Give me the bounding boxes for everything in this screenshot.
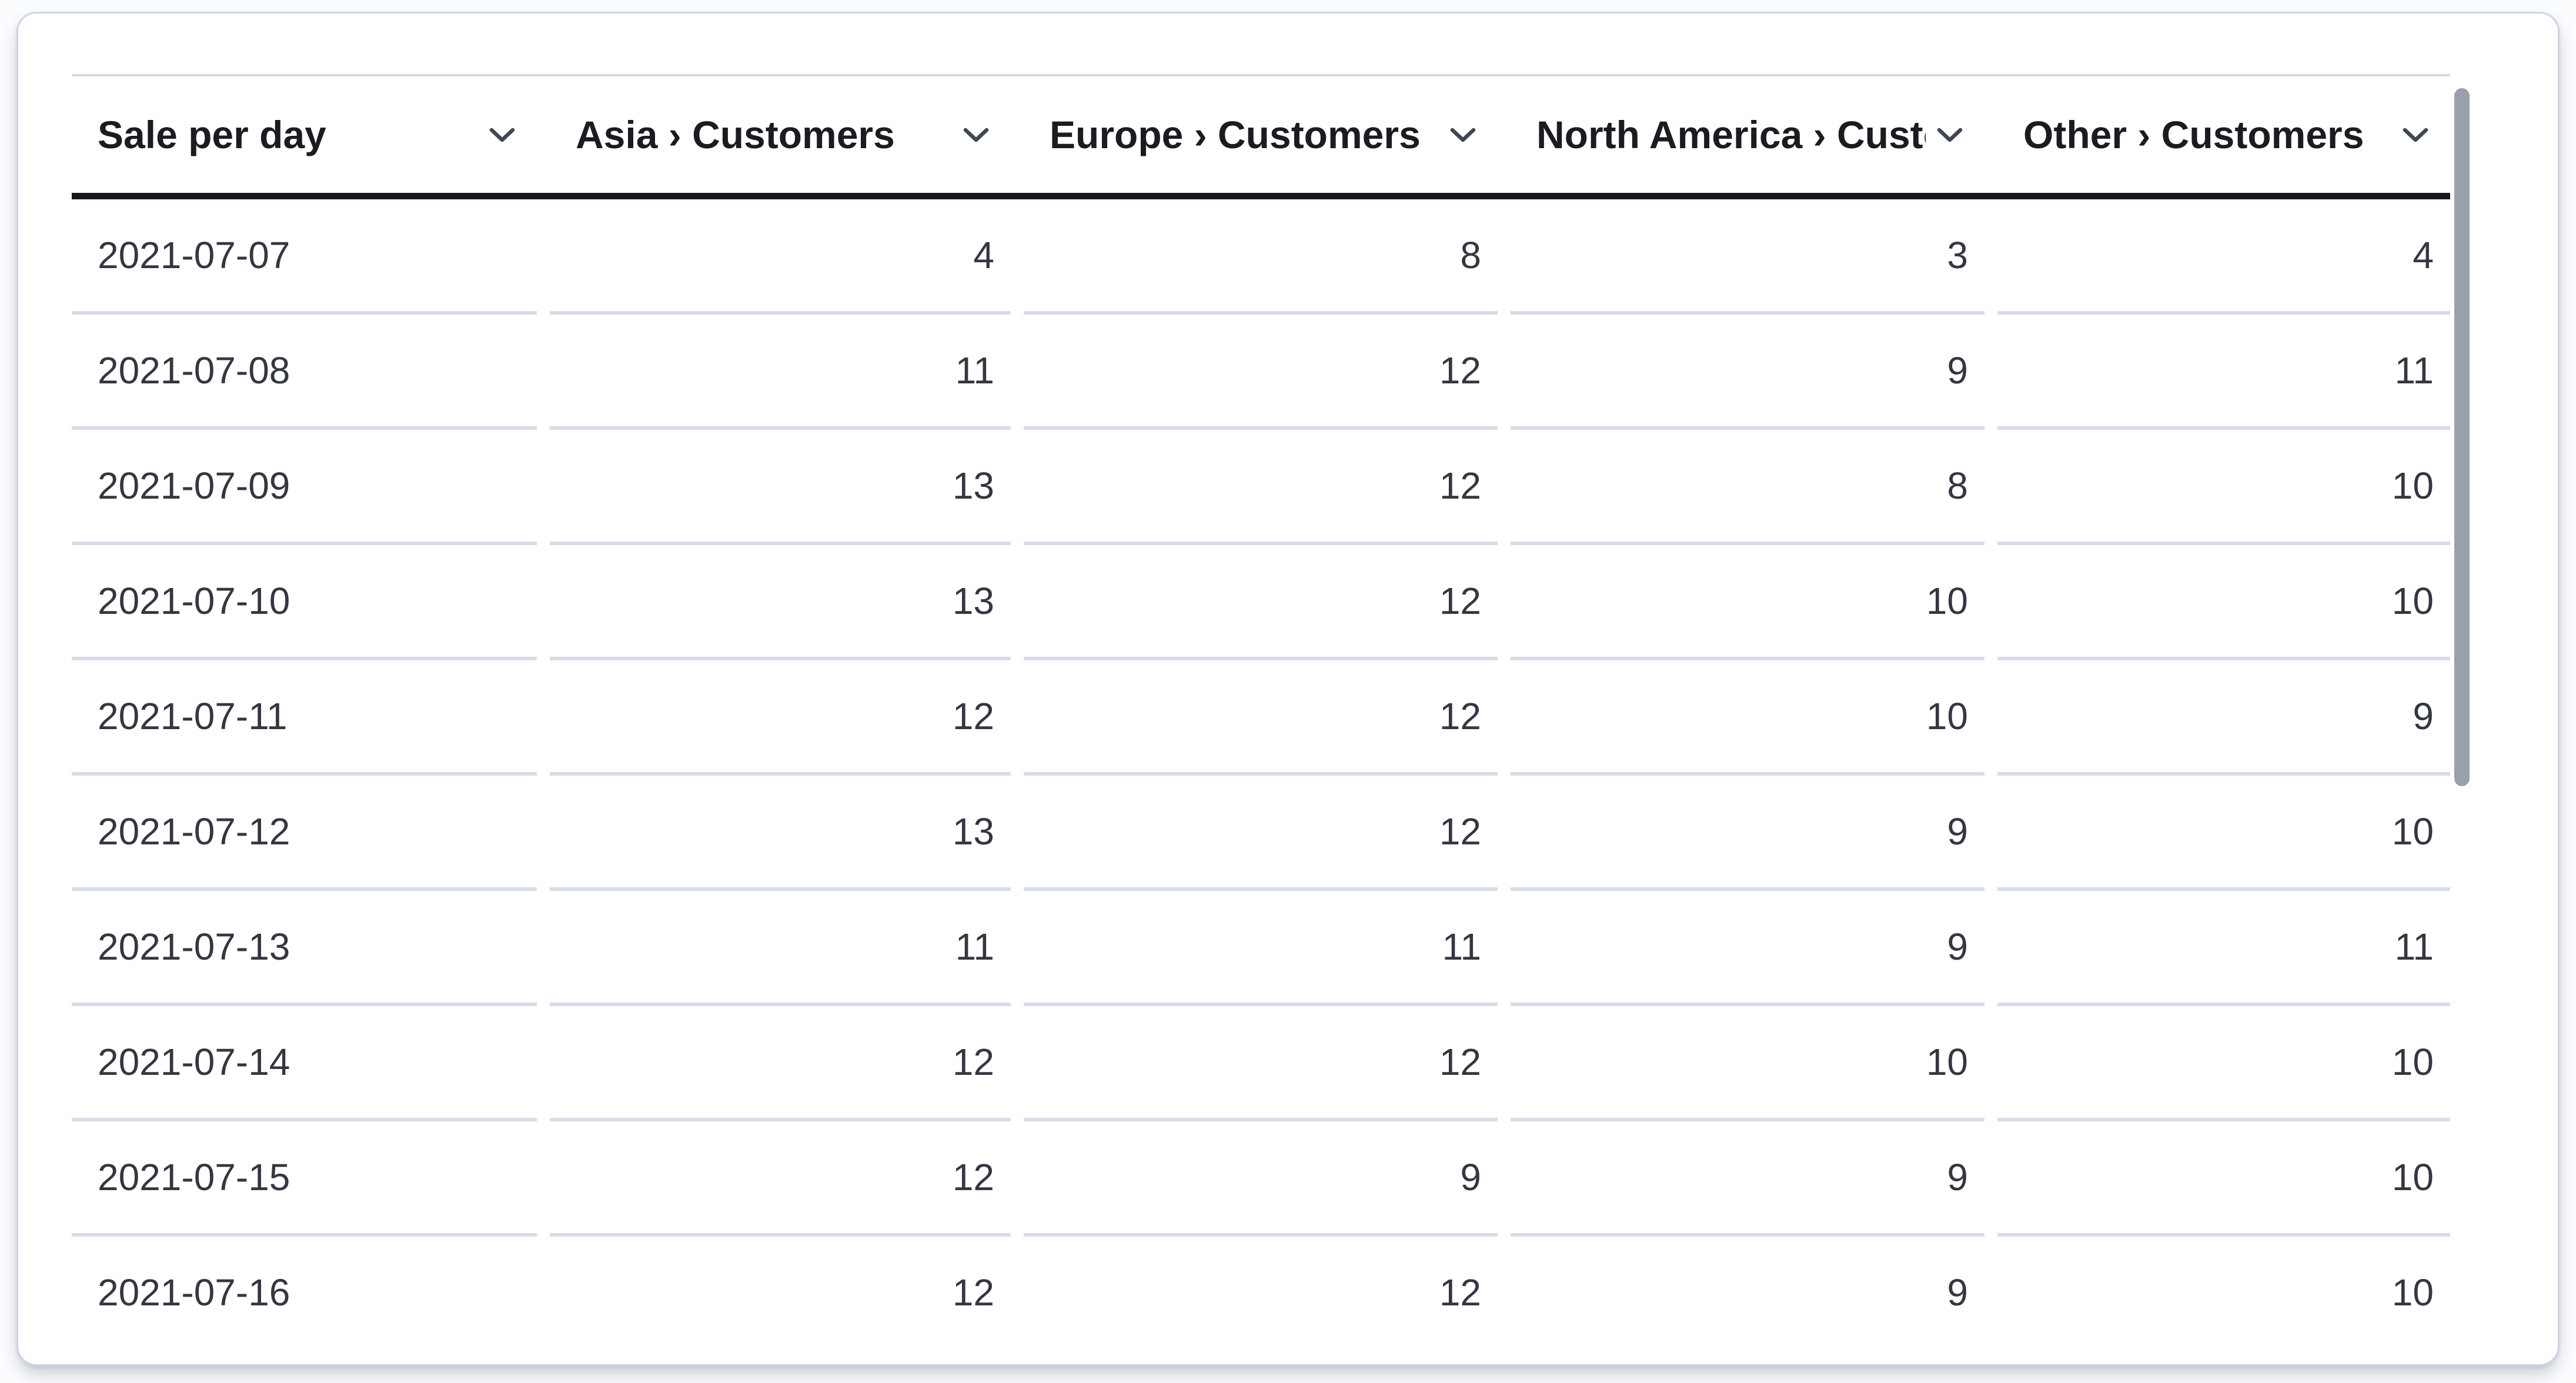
column-header-metric-4[interactable]: Other › Customers (1997, 76, 2450, 193)
value-cell: 12 (1024, 545, 1498, 660)
value-cell: 10 (1511, 545, 1984, 660)
value-cell: 12 (550, 1006, 1011, 1121)
value-cell: 8 (1511, 430, 1984, 545)
chevron-down-icon (963, 128, 989, 142)
column-header-sale-per-day[interactable]: Sale per day (72, 76, 537, 193)
value-cell: 9 (1511, 776, 1984, 891)
table-panel: Sale per day Asia › Customers Europe › Cus… (16, 12, 2560, 1366)
value-cell: 12 (1024, 1237, 1498, 1316)
value-cell: 9 (1024, 1121, 1498, 1237)
table-header-row: Sale per day Asia › Customers Europe › Cus… (72, 74, 2450, 199)
value-cell: 4 (1997, 199, 2450, 315)
value-cell: 13 (550, 430, 1011, 545)
column-header-label: Sale per day (98, 113, 326, 156)
value-cell: 10 (1511, 1006, 1984, 1121)
table-row: 2021-07-16 12 12 9 10 (72, 1237, 2450, 1316)
chevron-down-icon (1937, 128, 1963, 142)
chevron-down-icon (1450, 128, 1476, 142)
value-cell: 10 (1997, 430, 2450, 545)
table-row: 2021-07-14 12 12 10 10 (72, 1006, 2450, 1121)
date-cell: 2021-07-10 (72, 545, 537, 660)
value-cell: 8 (1024, 199, 1498, 315)
value-cell: 12 (1024, 315, 1498, 430)
date-cell: 2021-07-16 (72, 1237, 537, 1316)
table-row: 2021-07-07 4 8 3 4 (72, 199, 2450, 315)
table-row: 2021-07-09 13 12 8 10 (72, 430, 2450, 545)
value-cell: 13 (550, 545, 1011, 660)
table-row: 2021-07-10 13 12 10 10 (72, 545, 2450, 660)
value-cell: 10 (1997, 1006, 2450, 1121)
column-header-label: Other › Customers (2023, 113, 2364, 156)
value-cell: 9 (1511, 315, 1984, 430)
value-cell: 10 (1997, 1237, 2450, 1316)
value-cell: 11 (550, 315, 1011, 430)
column-header-label: Europe › Customers (1050, 113, 1421, 156)
value-cell: 12 (1024, 660, 1498, 776)
value-cell: 10 (1511, 660, 1984, 776)
value-cell: 10 (1997, 776, 2450, 891)
date-cell: 2021-07-08 (72, 315, 537, 430)
value-cell: 11 (1024, 891, 1498, 1006)
date-cell: 2021-07-11 (72, 660, 537, 776)
value-cell: 12 (1024, 430, 1498, 545)
value-cell: 9 (1511, 891, 1984, 1006)
column-header-metric-2[interactable]: Europe › Customers (1024, 76, 1498, 193)
value-cell: 12 (550, 1121, 1011, 1237)
date-cell: 2021-07-15 (72, 1121, 537, 1237)
value-cell: 12 (550, 660, 1011, 776)
column-header-label: Asia › Customers (576, 113, 895, 156)
chevron-down-icon (2403, 128, 2428, 142)
date-cell: 2021-07-12 (72, 776, 537, 891)
table-row: 2021-07-11 12 12 10 9 (72, 660, 2450, 776)
value-cell: 12 (1024, 1006, 1498, 1121)
date-cell: 2021-07-07 (72, 199, 537, 315)
column-header-metric-1[interactable]: Asia › Customers (550, 76, 1011, 193)
value-cell: 4 (550, 199, 1011, 315)
value-cell: 11 (1997, 891, 2450, 1006)
value-cell: 3 (1511, 199, 1984, 315)
value-cell: 10 (1997, 545, 2450, 660)
value-cell: 11 (550, 891, 1011, 1006)
column-header-label: North America › Customers (1536, 113, 1926, 156)
date-cell: 2021-07-14 (72, 1006, 537, 1121)
date-cell: 2021-07-09 (72, 430, 537, 545)
chevron-down-icon (489, 128, 515, 142)
table-scroll-viewport[interactable]: Sale per day Asia › Customers Europe › Cus… (72, 74, 2450, 1316)
table-row: 2021-07-15 12 9 9 10 (72, 1121, 2450, 1237)
value-cell: 9 (1511, 1121, 1984, 1237)
table-row: 2021-07-13 11 11 9 11 (72, 891, 2450, 1006)
value-cell: 9 (1997, 660, 2450, 776)
value-cell: 11 (1997, 315, 2450, 430)
table-row: 2021-07-08 11 12 9 11 (72, 315, 2450, 430)
value-cell: 12 (1024, 776, 1498, 891)
value-cell: 12 (550, 1237, 1011, 1316)
value-cell: 9 (1511, 1237, 1984, 1316)
table-row: 2021-07-12 13 12 9 10 (72, 776, 2450, 891)
table-body: 2021-07-07 4 8 3 4 2021-07-08 11 12 9 11 2021-07-0… (72, 199, 2450, 1316)
value-cell: 13 (550, 776, 1011, 891)
column-header-metric-3[interactable]: North America › Customers (1511, 76, 1984, 193)
date-cell: 2021-07-13 (72, 891, 537, 1006)
value-cell: 10 (1997, 1121, 2450, 1237)
vertical-scrollbar-thumb[interactable] (2454, 88, 2470, 786)
